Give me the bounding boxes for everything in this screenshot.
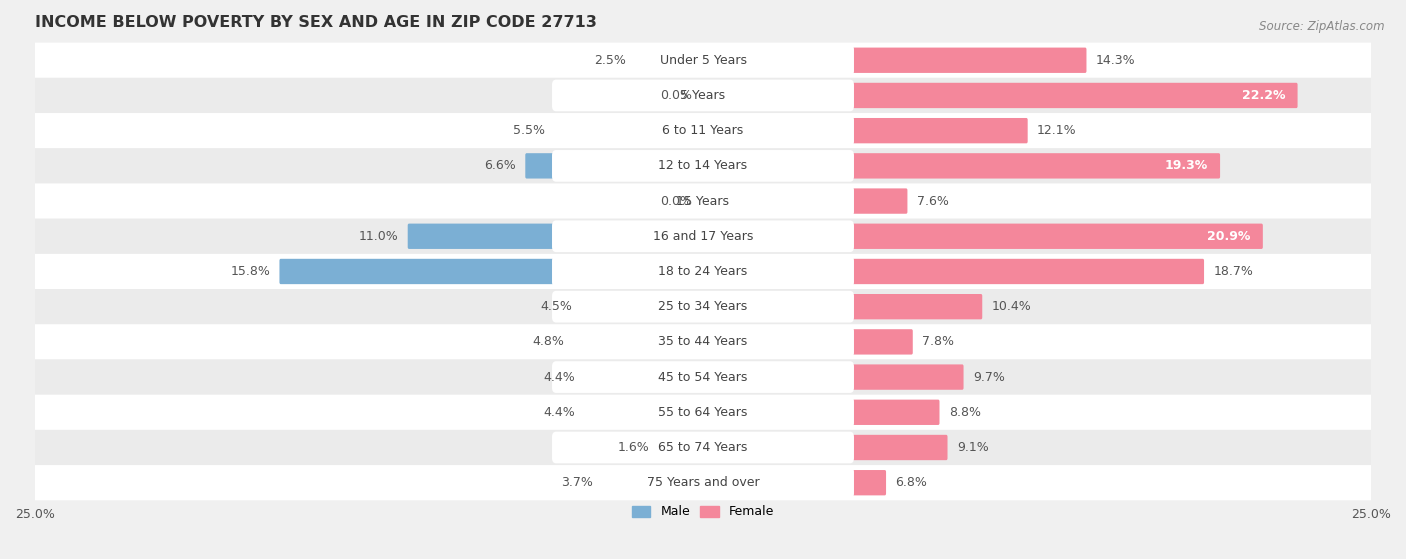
FancyBboxPatch shape [693,83,704,108]
Text: 2.5%: 2.5% [593,54,626,67]
Text: 12.1%: 12.1% [1038,124,1077,137]
FancyBboxPatch shape [35,465,1371,500]
FancyBboxPatch shape [702,400,939,425]
FancyBboxPatch shape [702,435,948,460]
FancyBboxPatch shape [35,395,1371,430]
FancyBboxPatch shape [555,118,704,143]
FancyBboxPatch shape [526,153,704,178]
FancyBboxPatch shape [702,83,1298,108]
Text: 45 to 54 Years: 45 to 54 Years [658,371,748,383]
FancyBboxPatch shape [35,324,1371,359]
Text: 18.7%: 18.7% [1213,265,1253,278]
Text: 35 to 44 Years: 35 to 44 Years [658,335,748,348]
FancyBboxPatch shape [35,289,1371,324]
FancyBboxPatch shape [702,259,1204,284]
Text: 11.0%: 11.0% [359,230,398,243]
Text: 22.2%: 22.2% [1241,89,1285,102]
FancyBboxPatch shape [702,224,1263,249]
Text: 10.4%: 10.4% [991,300,1032,313]
Text: Under 5 Years: Under 5 Years [659,54,747,67]
Text: 20.9%: 20.9% [1208,230,1251,243]
FancyBboxPatch shape [553,396,853,428]
FancyBboxPatch shape [35,78,1371,113]
Text: 0.0%: 0.0% [661,89,692,102]
FancyBboxPatch shape [553,255,853,287]
FancyBboxPatch shape [553,44,853,76]
Text: 19.3%: 19.3% [1164,159,1208,172]
Text: 6 to 11 Years: 6 to 11 Years [662,124,744,137]
Text: 4.4%: 4.4% [543,406,575,419]
FancyBboxPatch shape [553,150,853,182]
FancyBboxPatch shape [35,430,1371,465]
FancyBboxPatch shape [553,79,853,111]
FancyBboxPatch shape [702,294,983,319]
FancyBboxPatch shape [702,364,963,390]
FancyBboxPatch shape [35,148,1371,183]
Text: 15.8%: 15.8% [231,265,270,278]
FancyBboxPatch shape [702,118,1028,143]
FancyBboxPatch shape [553,185,853,217]
Text: 15 Years: 15 Years [676,195,730,207]
Text: 7.6%: 7.6% [917,195,949,207]
Text: 0.0%: 0.0% [661,195,692,207]
Text: 4.5%: 4.5% [540,300,572,313]
Text: 16 and 17 Years: 16 and 17 Years [652,230,754,243]
Text: 6.6%: 6.6% [484,159,516,172]
FancyBboxPatch shape [553,432,853,463]
Text: 5 Years: 5 Years [681,89,725,102]
FancyBboxPatch shape [659,435,704,460]
Text: 18 to 24 Years: 18 to 24 Years [658,265,748,278]
FancyBboxPatch shape [583,364,704,390]
FancyBboxPatch shape [702,48,1087,73]
Text: 7.8%: 7.8% [922,335,955,348]
Text: 9.7%: 9.7% [973,371,1005,383]
FancyBboxPatch shape [702,329,912,354]
Text: 55 to 64 Years: 55 to 64 Years [658,406,748,419]
Text: 75 Years and over: 75 Years and over [647,476,759,489]
Text: 25 to 34 Years: 25 to 34 Years [658,300,748,313]
Text: 4.8%: 4.8% [531,335,564,348]
Text: INCOME BELOW POVERTY BY SEX AND AGE IN ZIP CODE 27713: INCOME BELOW POVERTY BY SEX AND AGE IN Z… [35,15,596,30]
FancyBboxPatch shape [574,329,704,354]
Text: 9.1%: 9.1% [957,441,988,454]
Text: 12 to 14 Years: 12 to 14 Years [658,159,748,172]
FancyBboxPatch shape [702,153,1220,178]
FancyBboxPatch shape [603,470,704,495]
FancyBboxPatch shape [553,291,853,323]
Text: 3.7%: 3.7% [561,476,593,489]
FancyBboxPatch shape [35,113,1371,148]
FancyBboxPatch shape [35,183,1371,219]
FancyBboxPatch shape [702,188,907,214]
FancyBboxPatch shape [553,361,853,393]
Text: 1.6%: 1.6% [617,441,650,454]
FancyBboxPatch shape [280,259,704,284]
FancyBboxPatch shape [35,42,1371,78]
FancyBboxPatch shape [553,115,853,146]
FancyBboxPatch shape [35,219,1371,254]
FancyBboxPatch shape [583,400,704,425]
FancyBboxPatch shape [408,224,704,249]
FancyBboxPatch shape [35,359,1371,395]
FancyBboxPatch shape [553,220,853,252]
Text: 65 to 74 Years: 65 to 74 Years [658,441,748,454]
Text: 4.4%: 4.4% [543,371,575,383]
FancyBboxPatch shape [702,470,886,495]
Text: 5.5%: 5.5% [513,124,546,137]
FancyBboxPatch shape [35,254,1371,289]
Text: 8.8%: 8.8% [949,406,981,419]
FancyBboxPatch shape [582,294,704,319]
FancyBboxPatch shape [693,188,704,214]
FancyBboxPatch shape [553,467,853,499]
FancyBboxPatch shape [553,326,853,358]
Text: Source: ZipAtlas.com: Source: ZipAtlas.com [1260,20,1385,32]
Text: 6.8%: 6.8% [896,476,928,489]
FancyBboxPatch shape [636,48,704,73]
Text: 14.3%: 14.3% [1095,54,1136,67]
Legend: Male, Female: Male, Female [627,500,779,523]
